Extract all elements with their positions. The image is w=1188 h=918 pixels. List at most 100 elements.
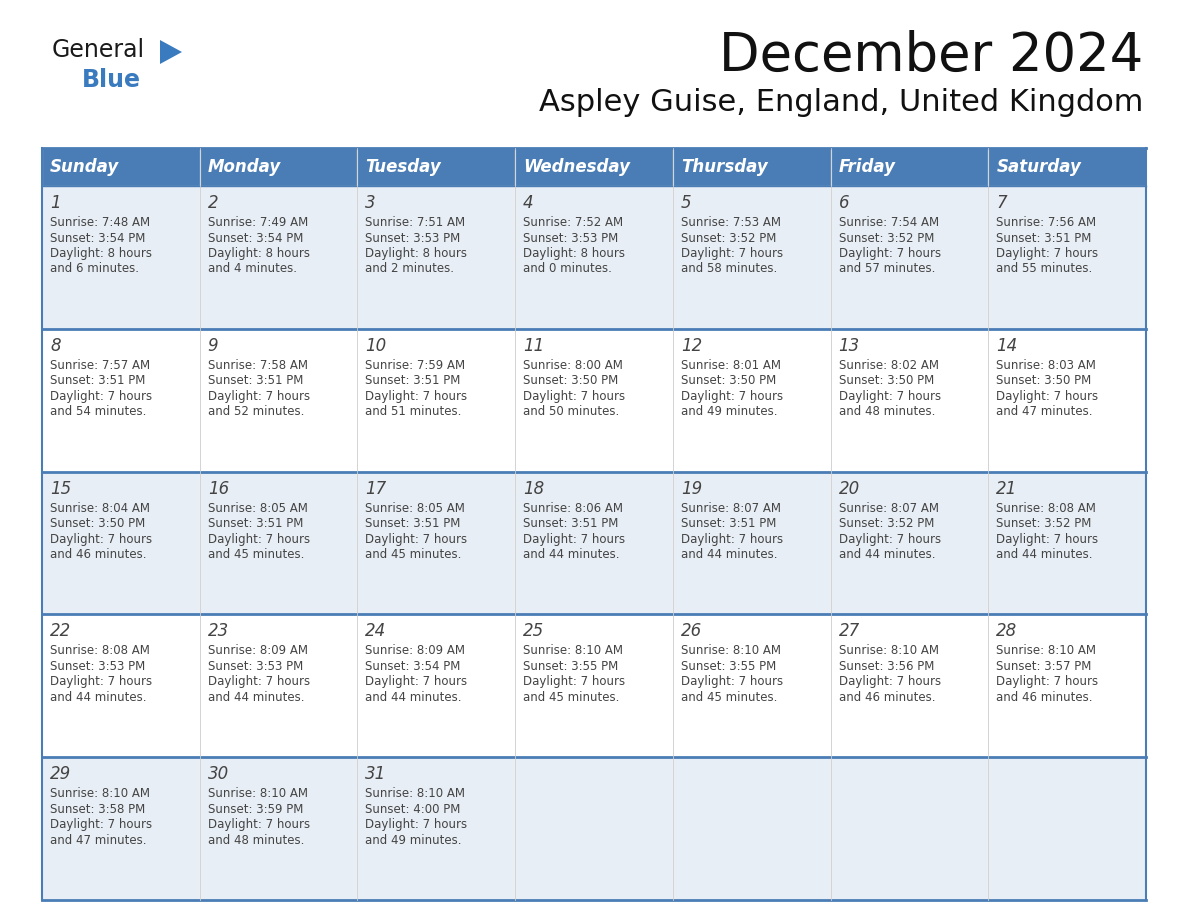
Text: and 44 minutes.: and 44 minutes. bbox=[50, 691, 146, 704]
Bar bbox=[988, 472, 1146, 614]
Text: Daylight: 7 hours: Daylight: 7 hours bbox=[366, 532, 468, 545]
Text: and 45 minutes.: and 45 minutes. bbox=[681, 691, 777, 704]
Text: Sunrise: 7:57 AM: Sunrise: 7:57 AM bbox=[50, 359, 150, 372]
Text: 7: 7 bbox=[997, 194, 1007, 212]
Text: 4: 4 bbox=[523, 194, 533, 212]
Text: Sunrise: 8:09 AM: Sunrise: 8:09 AM bbox=[366, 644, 466, 657]
Text: Sunrise: 8:01 AM: Sunrise: 8:01 AM bbox=[681, 359, 781, 372]
Text: and 4 minutes.: and 4 minutes. bbox=[208, 263, 297, 275]
Bar bbox=[672, 757, 830, 900]
Text: Monday: Monday bbox=[208, 158, 282, 176]
Text: 8: 8 bbox=[50, 337, 61, 354]
Text: Sunrise: 8:03 AM: Sunrise: 8:03 AM bbox=[997, 359, 1097, 372]
Text: 20: 20 bbox=[839, 479, 860, 498]
Text: Sunset: 3:52 PM: Sunset: 3:52 PM bbox=[681, 231, 776, 244]
Text: Sunrise: 7:56 AM: Sunrise: 7:56 AM bbox=[997, 216, 1097, 229]
Text: Daylight: 7 hours: Daylight: 7 hours bbox=[839, 532, 941, 545]
Text: Sunset: 3:50 PM: Sunset: 3:50 PM bbox=[523, 375, 619, 387]
Text: and 44 minutes.: and 44 minutes. bbox=[839, 548, 935, 561]
Text: Sunset: 3:55 PM: Sunset: 3:55 PM bbox=[523, 660, 619, 673]
Text: and 46 minutes.: and 46 minutes. bbox=[839, 691, 935, 704]
Text: and 58 minutes.: and 58 minutes. bbox=[681, 263, 777, 275]
Text: and 55 minutes.: and 55 minutes. bbox=[997, 263, 1093, 275]
Bar bbox=[200, 472, 358, 614]
Text: Sunset: 3:53 PM: Sunset: 3:53 PM bbox=[523, 231, 619, 244]
Text: and 46 minutes.: and 46 minutes. bbox=[50, 548, 146, 561]
Bar bbox=[988, 614, 1146, 757]
Bar bbox=[988, 186, 1146, 329]
Text: and 44 minutes.: and 44 minutes. bbox=[997, 548, 1093, 561]
Bar bbox=[42, 148, 200, 186]
Text: Daylight: 7 hours: Daylight: 7 hours bbox=[839, 247, 941, 260]
Text: Sunset: 3:50 PM: Sunset: 3:50 PM bbox=[50, 517, 145, 530]
Text: Sunset: 3:52 PM: Sunset: 3:52 PM bbox=[839, 231, 934, 244]
Text: 2: 2 bbox=[208, 194, 219, 212]
Text: Sunset: 3:51 PM: Sunset: 3:51 PM bbox=[50, 375, 145, 387]
Text: 13: 13 bbox=[839, 337, 860, 354]
Text: Sunrise: 7:48 AM: Sunrise: 7:48 AM bbox=[50, 216, 150, 229]
Text: 30: 30 bbox=[208, 766, 229, 783]
Text: Sunset: 3:57 PM: Sunset: 3:57 PM bbox=[997, 660, 1092, 673]
Text: Daylight: 7 hours: Daylight: 7 hours bbox=[997, 676, 1099, 688]
Text: December 2024: December 2024 bbox=[719, 30, 1143, 82]
Text: Sunrise: 8:10 AM: Sunrise: 8:10 AM bbox=[208, 788, 308, 800]
Text: 29: 29 bbox=[50, 766, 71, 783]
Text: 1: 1 bbox=[50, 194, 61, 212]
Text: 14: 14 bbox=[997, 337, 1018, 354]
Bar bbox=[672, 329, 830, 472]
Bar bbox=[830, 186, 988, 329]
Text: Daylight: 7 hours: Daylight: 7 hours bbox=[50, 818, 152, 831]
Text: and 49 minutes.: and 49 minutes. bbox=[366, 834, 462, 846]
Text: and 47 minutes.: and 47 minutes. bbox=[997, 406, 1093, 419]
Text: Sunset: 3:53 PM: Sunset: 3:53 PM bbox=[208, 660, 303, 673]
Bar bbox=[516, 472, 672, 614]
Text: Sunrise: 7:59 AM: Sunrise: 7:59 AM bbox=[366, 359, 466, 372]
Text: Sunrise: 8:06 AM: Sunrise: 8:06 AM bbox=[523, 501, 624, 515]
Text: Sunset: 3:54 PM: Sunset: 3:54 PM bbox=[208, 231, 303, 244]
Text: Daylight: 7 hours: Daylight: 7 hours bbox=[366, 676, 468, 688]
Text: and 49 minutes.: and 49 minutes. bbox=[681, 406, 777, 419]
Text: Sunrise: 7:52 AM: Sunrise: 7:52 AM bbox=[523, 216, 624, 229]
Text: Sunset: 3:58 PM: Sunset: 3:58 PM bbox=[50, 802, 145, 816]
Text: Sunrise: 8:10 AM: Sunrise: 8:10 AM bbox=[681, 644, 781, 657]
Text: 10: 10 bbox=[366, 337, 386, 354]
Text: 27: 27 bbox=[839, 622, 860, 641]
Text: 21: 21 bbox=[997, 479, 1018, 498]
Text: 28: 28 bbox=[997, 622, 1018, 641]
Text: and 54 minutes.: and 54 minutes. bbox=[50, 406, 146, 419]
Bar bbox=[672, 614, 830, 757]
Text: and 45 minutes.: and 45 minutes. bbox=[208, 548, 304, 561]
Text: Sunset: 3:51 PM: Sunset: 3:51 PM bbox=[208, 517, 303, 530]
Text: and 48 minutes.: and 48 minutes. bbox=[839, 406, 935, 419]
Text: Daylight: 7 hours: Daylight: 7 hours bbox=[523, 532, 625, 545]
Bar bbox=[830, 148, 988, 186]
Text: Sunrise: 8:09 AM: Sunrise: 8:09 AM bbox=[208, 644, 308, 657]
Bar bbox=[200, 329, 358, 472]
Text: 5: 5 bbox=[681, 194, 691, 212]
Bar bbox=[42, 757, 200, 900]
Text: Sunset: 3:54 PM: Sunset: 3:54 PM bbox=[366, 660, 461, 673]
Text: Sunrise: 8:10 AM: Sunrise: 8:10 AM bbox=[839, 644, 939, 657]
Text: Sunset: 4:00 PM: Sunset: 4:00 PM bbox=[366, 802, 461, 816]
Text: Daylight: 7 hours: Daylight: 7 hours bbox=[997, 247, 1099, 260]
Text: Sunset: 3:56 PM: Sunset: 3:56 PM bbox=[839, 660, 934, 673]
Bar bbox=[830, 329, 988, 472]
Bar bbox=[672, 472, 830, 614]
Text: Sunset: 3:53 PM: Sunset: 3:53 PM bbox=[50, 660, 145, 673]
Text: Sunset: 3:54 PM: Sunset: 3:54 PM bbox=[50, 231, 145, 244]
Bar bbox=[358, 757, 516, 900]
Text: Sunrise: 7:58 AM: Sunrise: 7:58 AM bbox=[208, 359, 308, 372]
Text: Sunrise: 7:53 AM: Sunrise: 7:53 AM bbox=[681, 216, 781, 229]
Bar bbox=[200, 148, 358, 186]
Text: Sunset: 3:51 PM: Sunset: 3:51 PM bbox=[523, 517, 619, 530]
Text: Sunset: 3:55 PM: Sunset: 3:55 PM bbox=[681, 660, 776, 673]
Text: 9: 9 bbox=[208, 337, 219, 354]
Text: Daylight: 8 hours: Daylight: 8 hours bbox=[523, 247, 625, 260]
Text: and 57 minutes.: and 57 minutes. bbox=[839, 263, 935, 275]
Text: Daylight: 7 hours: Daylight: 7 hours bbox=[208, 532, 310, 545]
Text: Daylight: 7 hours: Daylight: 7 hours bbox=[50, 532, 152, 545]
Text: and 6 minutes.: and 6 minutes. bbox=[50, 263, 139, 275]
Text: Daylight: 7 hours: Daylight: 7 hours bbox=[997, 390, 1099, 403]
Text: Daylight: 7 hours: Daylight: 7 hours bbox=[997, 532, 1099, 545]
Text: Sunset: 3:51 PM: Sunset: 3:51 PM bbox=[366, 375, 461, 387]
